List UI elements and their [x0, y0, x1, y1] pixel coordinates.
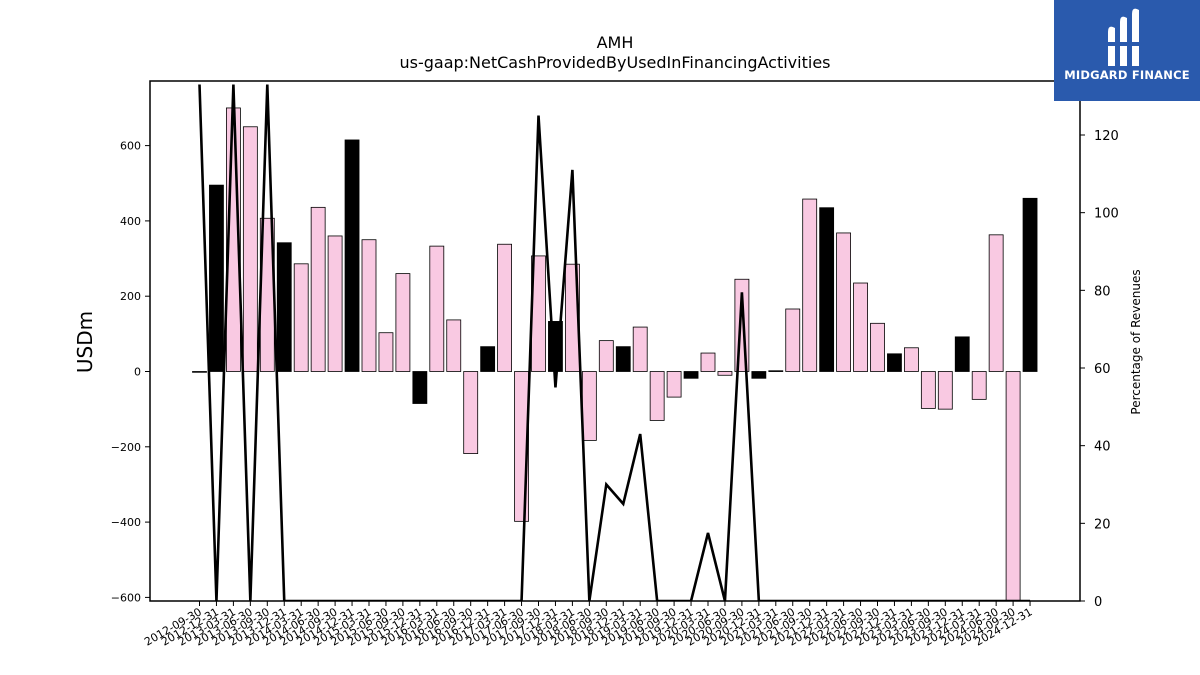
logo-text: MIDGARD FINANCE	[1064, 68, 1190, 82]
bar-2019-12-31	[683, 371, 699, 379]
logo: MIDGARD FINANCE	[1054, 0, 1200, 101]
percentage-line	[198, 84, 1031, 601]
bar-2013-12-31	[276, 242, 292, 372]
bar-2014-06-30	[310, 206, 326, 372]
bar-2020-12-31	[751, 371, 767, 379]
bar-2022-06-30	[853, 282, 868, 372]
midgard-logo-icon	[1106, 8, 1142, 67]
bar-2018-06-30	[581, 371, 597, 441]
bar-2023-06-30	[920, 371, 936, 409]
bar-2020-03-31	[700, 352, 716, 372]
bar-2021-03-31	[768, 370, 784, 372]
y-tick-label: −200	[111, 441, 141, 454]
bar-2015-12-31	[412, 371, 428, 404]
bar-2023-09-30	[937, 371, 953, 410]
bar-2013-06-30	[242, 126, 258, 372]
bar-2022-12-31	[887, 353, 902, 372]
bar-2024-06-30	[988, 234, 1004, 372]
bar-2016-06-30	[446, 319, 462, 372]
bar-2016-12-31	[480, 346, 496, 372]
bar-2019-09-30	[666, 371, 682, 398]
bar-2018-09-30	[598, 340, 614, 372]
bar-2020-06-30	[717, 371, 733, 376]
y2-tick-label: 60	[1094, 362, 1111, 377]
bar-2021-12-31	[819, 207, 835, 372]
bars-layer	[192, 107, 1038, 601]
bar-2015-06-30	[378, 332, 394, 372]
bar-2015-03-31	[361, 239, 377, 372]
bar-2022-09-30	[870, 322, 885, 372]
bar-2024-09-30	[1005, 371, 1021, 601]
line-layer	[198, 84, 1031, 601]
bar-2012-12-31	[209, 184, 224, 372]
bar-2023-12-31	[954, 336, 970, 372]
chart-subtitle: us-gaap:NetCashProvidedByUsedInFinancing…	[399, 53, 830, 72]
bar-2016-09-30	[463, 371, 479, 454]
bar-2014-12-31	[344, 139, 360, 372]
y2-tick-label: 20	[1094, 517, 1111, 532]
y2-tick-label: 0	[1094, 595, 1102, 610]
bar-2017-03-31	[497, 243, 513, 372]
y2-tick-label: 120	[1094, 129, 1119, 144]
y2-tick-label: 80	[1094, 284, 1111, 299]
y2-tick-label: 40	[1094, 440, 1111, 455]
y-tick-label: −600	[111, 591, 141, 604]
bar-2014-03-31	[293, 263, 309, 372]
bar-2022-03-31	[836, 232, 851, 372]
y2-tick-label: 100	[1094, 207, 1119, 222]
y-tick-label: 400	[120, 215, 141, 228]
bar-2021-06-30	[785, 308, 801, 372]
bar-2023-03-31	[904, 347, 919, 372]
bar-2015-09-30	[395, 273, 411, 372]
y-axis-label: USDm	[73, 311, 97, 373]
bar-2021-09-30	[802, 198, 818, 372]
y-tick-label: 0	[134, 366, 141, 379]
y2-axis-label: Percentage of Revenues	[1129, 269, 1143, 414]
bar-2012-09-30	[192, 371, 207, 373]
bar-2016-03-31	[429, 245, 445, 372]
chart-title: AMH	[597, 33, 634, 52]
y-tick-label: 600	[120, 140, 141, 153]
bar-2018-12-31	[615, 346, 631, 372]
bar-2024-12-31	[1022, 197, 1038, 372]
plot-frame	[149, 80, 1081, 602]
bar-2014-09-30	[327, 235, 343, 372]
y-tick-label: −400	[111, 516, 141, 529]
bar-2024-03-31	[971, 371, 987, 400]
bar-2019-06-30	[649, 371, 665, 421]
y-tick-label: 200	[120, 290, 141, 303]
bar-2019-03-31	[632, 326, 648, 372]
